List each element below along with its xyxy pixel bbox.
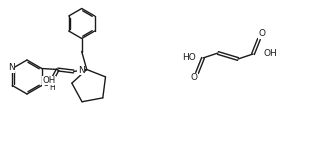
Text: N: N xyxy=(8,64,15,72)
Text: O: O xyxy=(259,30,265,38)
Text: OH: OH xyxy=(263,50,277,59)
Text: O: O xyxy=(42,79,49,88)
Text: OH: OH xyxy=(42,76,55,85)
Text: HO: HO xyxy=(182,52,196,62)
Text: N: N xyxy=(78,66,84,75)
Text: O: O xyxy=(191,73,198,82)
Text: H: H xyxy=(49,83,55,92)
